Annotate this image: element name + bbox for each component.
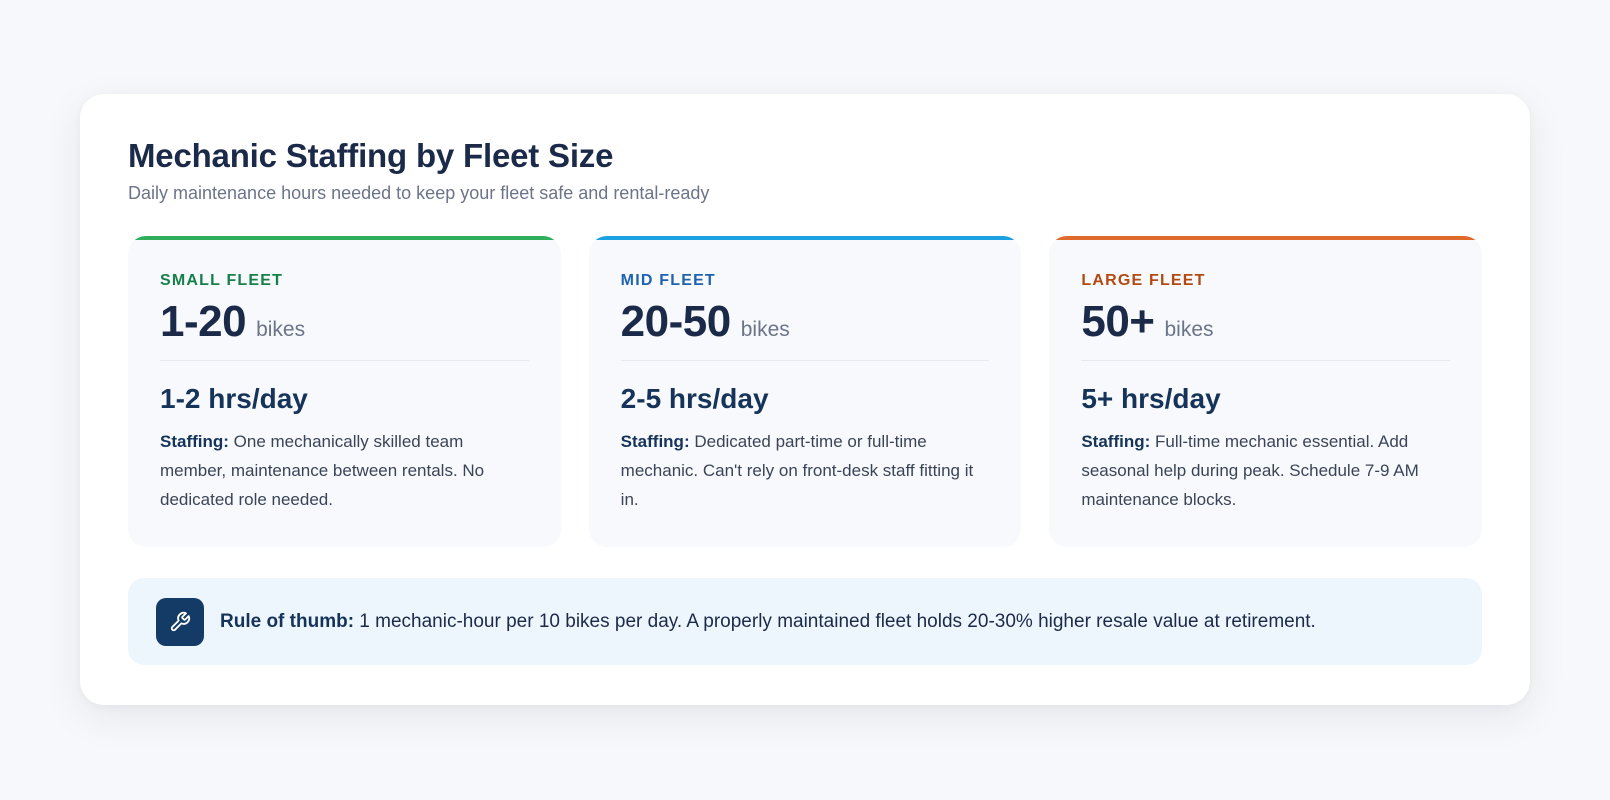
rule-of-thumb-callout: Rule of thumb: 1 mechanic-hour per 10 bi… [128, 578, 1482, 665]
staffing-text: One mechanically skilled team member, ma… [160, 432, 485, 510]
fleet-size: 20-50 bikes [620, 296, 990, 362]
staffing-label: Staffing: [620, 432, 690, 452]
tier-card-mid: MID FLEET 20-50 bikes 2-5 hrs/day Staffi… [588, 235, 1022, 547]
tier-label: SMALL FLEET [160, 271, 284, 289]
staffing-description: Staffing: One mechanically skilled team … [160, 427, 529, 514]
fleet-size-unit: bikes [740, 317, 790, 341]
fleet-size: 1-20 bikes [160, 296, 529, 362]
fleet-size-value: 20-50 [620, 296, 732, 346]
staffing-label: Staffing: [1081, 432, 1151, 452]
staffing-description: Staffing: Full-time mechanic essential. … [1081, 427, 1450, 514]
staffing-text: Dedicated part-time or full-time mechani… [620, 432, 974, 510]
page-title: Mechanic Staffing by Fleet Size [128, 137, 614, 174]
fleet-size-unit: bikes [1164, 317, 1214, 341]
hours-per-day: 2-5 hrs/day [620, 383, 769, 415]
fleet-tiers: SMALL FLEET 1-20 bikes 1-2 hrs/day Staff… [128, 235, 1483, 547]
tier-label: LARGE FLEET [1081, 271, 1206, 289]
fleet-size-value: 50+ [1081, 296, 1155, 346]
fleet-size: 50+ bikes [1081, 296, 1451, 362]
tier-card-small: SMALL FLEET 1-20 bikes 1-2 hrs/day Staff… [128, 235, 561, 547]
hours-per-day: 1-2 hrs/day [160, 383, 308, 415]
rule-of-thumb-text: Rule of thumb: 1 mechanic-hour per 10 bi… [220, 611, 1316, 633]
page-subtitle: Daily maintenance hours needed to keep y… [128, 182, 710, 203]
tier-card-large: LARGE FLEET 50+ bikes 5+ hrs/day Staffin… [1049, 235, 1483, 547]
rule-body: 1 mechanic-hour per 10 bikes per day. A … [354, 610, 1316, 632]
rule-label: Rule of thumb: [220, 610, 355, 632]
staffing-description: Staffing: Dedicated part-time or full-ti… [621, 427, 990, 514]
fleet-size-value: 1-20 [160, 296, 247, 346]
hours-per-day: 5+ hrs/day [1081, 383, 1221, 415]
staffing-card: Mechanic Staffing by Fleet Size Daily ma… [80, 94, 1530, 705]
staffing-text: Full-time mechanic essential. Add season… [1081, 432, 1419, 510]
wrench-icon [156, 597, 204, 646]
staffing-label: Staffing: [160, 432, 229, 452]
tier-label: MID FLEET [620, 271, 716, 289]
fleet-size-unit: bikes [256, 317, 306, 341]
